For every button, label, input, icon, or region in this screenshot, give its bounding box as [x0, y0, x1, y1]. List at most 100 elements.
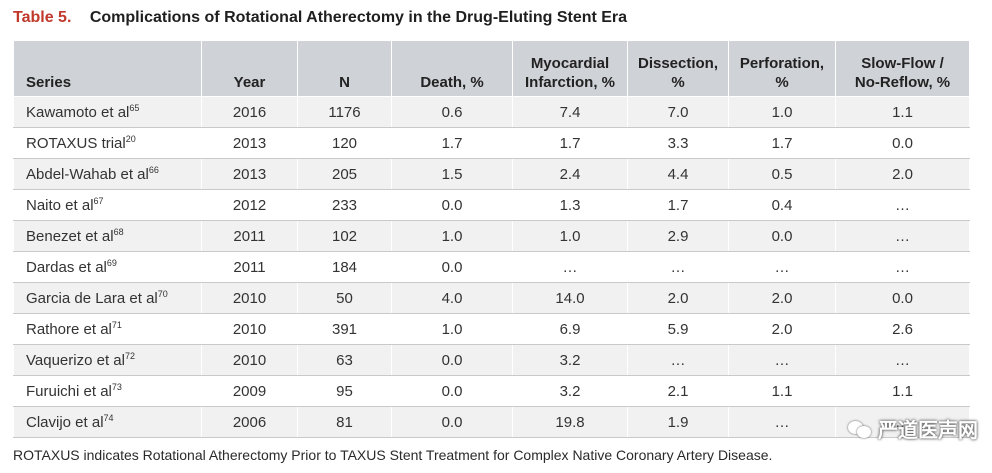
table-header-row: Series Year N Death, % Myocardial Infarct…	[13, 40, 970, 97]
cell-year: 2009	[201, 375, 298, 407]
table-row: Abdel-Wahab et al66 2013 205 1.5 2.4 4.4 0.5 2.…	[13, 158, 970, 190]
cell-year: 2011	[201, 220, 298, 252]
cell-dissection: 2.0	[627, 282, 729, 314]
cell-series: Kawamoto et al65	[13, 96, 202, 128]
cell-series: Garcia de Lara et al70	[13, 282, 202, 314]
watermark-text: 严道医声网	[878, 420, 978, 442]
cell-perforation: 0.0	[728, 220, 836, 252]
reference-number: 70	[157, 288, 168, 299]
cell-death: 1.7	[391, 127, 513, 159]
cell-slowflow: …	[835, 220, 970, 252]
cell-mi: 6.9	[512, 313, 628, 345]
cell-slowflow: …	[835, 251, 970, 283]
cell-dissection: 3.3	[627, 127, 729, 159]
cell-perforation: 1.7	[728, 127, 836, 159]
cell-series: Dardas et al69	[13, 251, 202, 283]
cell-mi: 1.0	[512, 220, 628, 252]
cell-dissection: …	[627, 344, 729, 376]
cell-n: 120	[297, 127, 392, 159]
cell-series: Naito et al67	[13, 189, 202, 221]
cell-mi: 2.4	[512, 158, 628, 190]
cell-series: Clavijo et al74	[13, 406, 202, 438]
cell-series: Vaquerizo et al72	[13, 344, 202, 376]
cell-slowflow: 0.0	[835, 282, 970, 314]
header-n: N	[297, 40, 392, 97]
cell-dissection: 5.9	[627, 313, 729, 345]
cell-mi: …	[512, 251, 628, 283]
cell-perforation: …	[728, 406, 836, 438]
cell-dissection: 7.0	[627, 96, 729, 128]
cell-slowflow: 2.0	[835, 158, 970, 190]
header-perforation: Perforation,%	[728, 40, 836, 97]
cell-perforation: 0.5	[728, 158, 836, 190]
cell-death: 1.0	[391, 313, 513, 345]
header-myocardial-infarction: Myocardial Infarction, %	[512, 40, 628, 97]
cell-series: Furuichi et al73	[13, 375, 202, 407]
cell-death: 0.0	[391, 406, 513, 438]
cell-slowflow: 1.1	[835, 375, 970, 407]
cell-n: 184	[297, 251, 392, 283]
cell-death: 0.0	[391, 344, 513, 376]
header-dissection: Dissection,%	[627, 40, 729, 97]
cell-year: 2013	[201, 127, 298, 159]
cell-death: 0.0	[391, 251, 513, 283]
cell-slowflow: …	[835, 344, 970, 376]
cell-n: 95	[297, 375, 392, 407]
cell-perforation: …	[728, 251, 836, 283]
cell-mi: 3.2	[512, 375, 628, 407]
table-row: Dardas et al69 2011 184 0.0…………	[13, 251, 970, 283]
table-caption: Table 5. Complications of Rotational Ath…	[13, 9, 627, 27]
cell-dissection: 1.9	[627, 406, 729, 438]
cell-dissection: …	[627, 251, 729, 283]
cell-n: 205	[297, 158, 392, 190]
table-row: Furuichi et al73 2009 95 0.0 3.2 2.1 1.1 1.1	[13, 375, 970, 407]
reference-number: 69	[106, 257, 117, 268]
cell-slowflow: …	[835, 189, 970, 221]
cell-series: Rathore et al71	[13, 313, 202, 345]
cell-death: 0.6	[391, 96, 513, 128]
header-year: Year	[201, 40, 298, 97]
cell-death: 4.0	[391, 282, 513, 314]
watermark: 严道医声网	[848, 414, 978, 443]
table-title: Complications of Rotational Atherectomy …	[89, 9, 628, 26]
cell-n: 1176	[297, 96, 392, 128]
cell-series: Abdel-Wahab et al66	[13, 158, 202, 190]
cell-mi: 3.2	[512, 344, 628, 376]
cell-n: 391	[297, 313, 392, 345]
table-label: Table 5.	[13, 9, 72, 26]
table-row: Naito et al67 2012 233 0.0 1.3 1.7 0.4…	[13, 189, 970, 221]
cell-dissection: 4.4	[627, 158, 729, 190]
reference-number: 74	[103, 412, 114, 423]
wechat-icon	[848, 419, 872, 439]
table-row: Clavijo et al74 2006 81 0.0 19.8 1.9……	[13, 406, 970, 438]
table-row: Garcia de Lara et al70 2010 50 4.0 14.0 2.0 2.…	[13, 282, 970, 314]
complications-table: Series Year N Death, % Myocardial Infarct…	[13, 40, 970, 438]
reference-number: 65	[129, 102, 140, 113]
cell-dissection: 2.9	[627, 220, 729, 252]
cell-slowflow: 0.0	[835, 127, 970, 159]
cell-year: 2012	[201, 189, 298, 221]
cell-year: 2011	[201, 251, 298, 283]
cell-death: 1.5	[391, 158, 513, 190]
reference-number: 71	[111, 319, 122, 330]
table-row: Kawamoto et al65 2016 1176 0.6 7.4 7.0 1.0 1.1	[13, 96, 970, 128]
header-series: Series	[13, 40, 202, 97]
reference-number: 66	[148, 164, 159, 175]
cell-death: 0.0	[391, 375, 513, 407]
cell-mi: 19.8	[512, 406, 628, 438]
cell-mi: 1.3	[512, 189, 628, 221]
cell-death: 1.0	[391, 220, 513, 252]
table-row: Vaquerizo et al72 2010 63 0.0 3.2………	[13, 344, 970, 376]
cell-year: 2016	[201, 96, 298, 128]
cell-n: 233	[297, 189, 392, 221]
cell-year: 2010	[201, 313, 298, 345]
cell-death: 0.0	[391, 189, 513, 221]
cell-slowflow: 1.1	[835, 96, 970, 128]
cell-slowflow: 2.6	[835, 313, 970, 345]
cell-year: 2010	[201, 344, 298, 376]
cell-series: ROTAXUS trial20	[13, 127, 202, 159]
reference-number: 73	[111, 381, 122, 392]
table-row: ROTAXUS trial20 2013 120 1.7 1.7 3.3 1.7 0.0	[13, 127, 970, 159]
reference-number: 67	[93, 195, 104, 206]
table-row: Rathore et al71 2010 391 1.0 6.9 5.9 2.0 2.6	[13, 313, 970, 345]
